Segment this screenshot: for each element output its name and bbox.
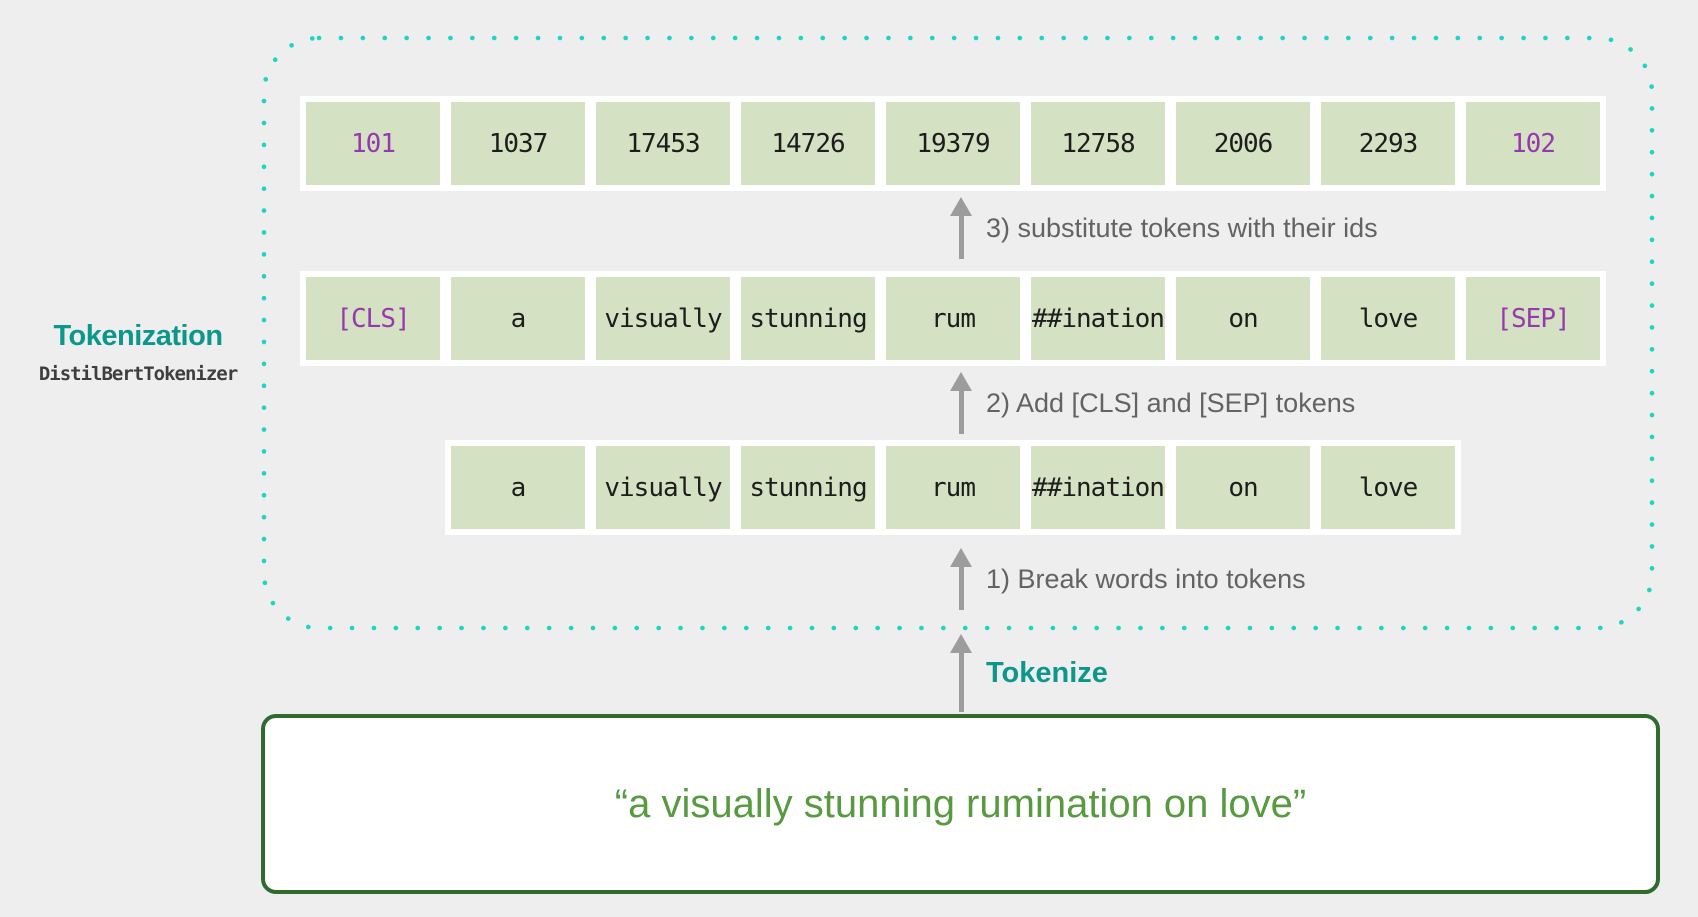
token-cell: stunning [741,277,875,360]
tokenize-step: Tokenize [950,634,1108,712]
token-cell: ##ination [1031,446,1165,529]
step-2-label: 2) Add [CLS] and [SEP] tokens [986,387,1356,418]
token-cell: 102 [1466,102,1600,185]
token-cell: love [1321,277,1455,360]
step-3-label: 3) substitute tokens with their ids [986,212,1378,243]
token-cell: a [451,277,585,360]
input-sentence: “a visually stunning rumination on love” [614,781,1307,826]
arrow-head [950,197,972,216]
arrow-up-icon [950,197,972,259]
step-2: 2) Add [CLS] and [SEP] tokens [950,372,1355,434]
step-1: 1) Break words into tokens [950,548,1306,610]
token-cell: ##ination [1031,277,1165,360]
token-cell: 17453 [596,102,730,185]
arrow-shaft [958,391,964,434]
arrow-head [950,548,972,567]
step-1-label: 1) Break words into tokens [986,563,1306,594]
input-sentence-box: “a visually stunning rumination on love” [261,714,1660,894]
token-cell: 12758 [1031,102,1165,185]
arrow-head [950,634,972,653]
arrow-up-icon [950,548,972,610]
token-cell: 101 [306,102,440,185]
token-ids-row: 101 1037 17453 14726 19379 12758 2006 2293 102 [300,96,1606,191]
arrow-head [950,372,972,391]
token-cell: 1037 [451,102,585,185]
token-cell: 2006 [1176,102,1310,185]
token-cell: love [1321,446,1455,529]
token-cell: visually [596,277,730,360]
section-title: Tokenization [53,320,223,352]
arrow-shaft [958,567,964,610]
arrow-up-icon [950,372,972,434]
token-cell: [SEP] [1466,277,1600,360]
token-cell: 2293 [1321,102,1455,185]
token-cell: rum [886,277,1020,360]
token-cell: stunning [741,446,875,529]
word-tokens-row: a visually stunning rum ##ination on love [445,440,1461,535]
token-cell: visually [596,446,730,529]
token-cell: [CLS] [306,277,440,360]
token-cell: on [1176,446,1310,529]
token-cell: rum [886,446,1020,529]
token-cell: 19379 [886,102,1020,185]
arrow-shaft [958,653,964,712]
section-label: Tokenization DistilBertTokenizer [18,320,258,385]
tokenizer-class-name: DistilBertTokenizer [38,363,238,385]
token-cell: a [451,446,585,529]
tokenize-label: Tokenize [986,656,1108,689]
tokens-with-special-row: [CLS] a visually stunning rum ##ination on love… [300,271,1606,366]
token-cell: 14726 [741,102,875,185]
step-3: 3) substitute tokens with their ids [950,197,1378,259]
arrow-shaft [958,216,964,259]
tokenize-arrow-up-icon [950,634,972,712]
token-cell: on [1176,277,1310,360]
